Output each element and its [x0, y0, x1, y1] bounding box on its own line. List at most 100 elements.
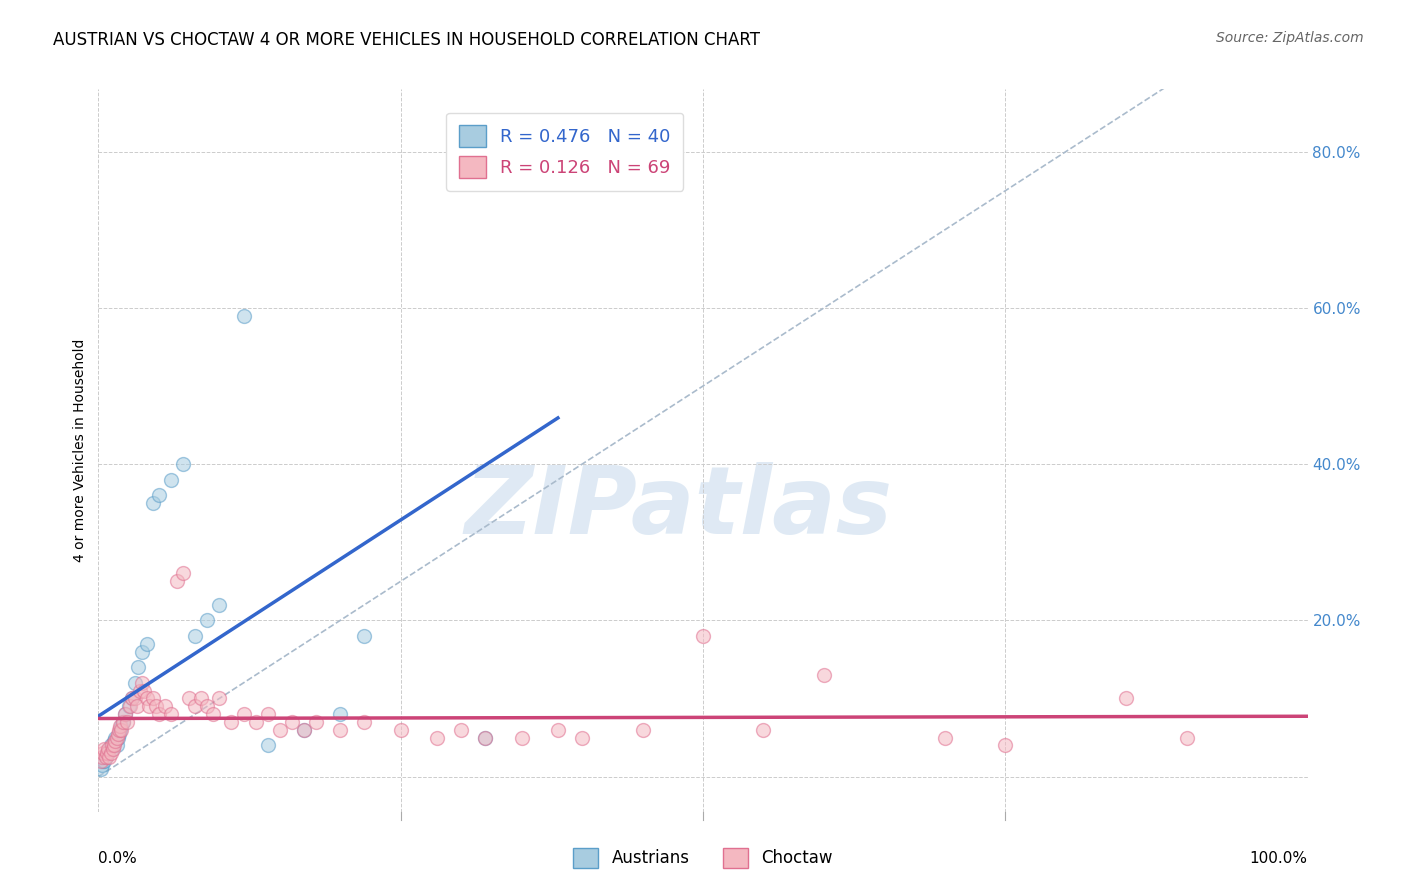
Point [107, 726, 129, 740]
Legend: Austrians, Choctaw: Austrians, Choctaw [567, 841, 839, 875]
Point [97, 746, 120, 760]
Point [426, 731, 449, 745]
Point [131, 676, 153, 690]
Point [142, 691, 165, 706]
Point [329, 707, 352, 722]
Point [221, 714, 243, 729]
Point [131, 644, 153, 658]
Point [134, 683, 156, 698]
Point [108, 723, 131, 737]
Point [117, 714, 139, 729]
Point [135, 691, 157, 706]
Text: 0.0%: 0.0% [98, 852, 138, 866]
Point [91, 754, 114, 768]
Point [111, 714, 134, 729]
Text: ZIPatlas: ZIPatlas [465, 462, 893, 554]
Point [195, 699, 218, 714]
Point [93, 754, 115, 768]
Point [329, 723, 352, 737]
Point [160, 707, 183, 722]
Point [148, 488, 170, 502]
Point [110, 719, 132, 733]
Point [121, 691, 143, 706]
Point [138, 699, 160, 714]
Point [108, 723, 131, 737]
Point [208, 691, 231, 706]
Point [1175, 731, 1198, 745]
Point [100, 739, 122, 753]
Point [103, 734, 125, 748]
Point [256, 739, 278, 753]
Point [547, 723, 569, 737]
Point [121, 691, 143, 706]
Point [127, 660, 149, 674]
Point [166, 574, 188, 589]
Point [305, 714, 328, 729]
Point [292, 723, 315, 737]
Point [510, 731, 533, 745]
Point [128, 683, 150, 698]
Point [256, 707, 278, 722]
Point [101, 742, 124, 756]
Point [1115, 691, 1137, 706]
Point [994, 739, 1017, 753]
Point [114, 707, 136, 722]
Point [127, 699, 149, 714]
Point [91, 757, 114, 772]
Point [93, 742, 115, 756]
Point [450, 723, 472, 737]
Point [184, 629, 207, 643]
Point [110, 723, 132, 737]
Point [269, 723, 291, 737]
Point [160, 473, 183, 487]
Point [153, 699, 176, 714]
Point [752, 723, 775, 737]
Point [172, 457, 194, 471]
Point [98, 750, 121, 764]
Point [100, 739, 122, 753]
Point [145, 699, 167, 714]
Point [108, 726, 131, 740]
Point [172, 566, 194, 581]
Point [105, 739, 128, 753]
Point [114, 707, 136, 722]
Legend: R = 0.476   N = 40, R = 0.126   N = 69: R = 0.476 N = 40, R = 0.126 N = 69 [446, 112, 683, 191]
Point [631, 723, 654, 737]
Point [96, 746, 118, 760]
Point [813, 668, 835, 682]
Point [90, 754, 112, 768]
Point [142, 496, 165, 510]
Point [94, 750, 117, 764]
Point [474, 731, 496, 745]
Point [124, 691, 146, 706]
Point [105, 731, 128, 745]
Point [91, 750, 114, 764]
Point [353, 629, 375, 643]
Point [934, 731, 956, 745]
Point [179, 691, 201, 706]
Point [692, 629, 714, 643]
Point [184, 699, 207, 714]
Point [232, 707, 254, 722]
Point [100, 742, 122, 756]
Point [91, 746, 114, 760]
Point [450, 136, 472, 151]
Point [190, 691, 212, 706]
Point [104, 731, 127, 745]
Point [195, 613, 218, 627]
Text: AUSTRIAN VS CHOCTAW 4 OR MORE VEHICLES IN HOUSEHOLD CORRELATION CHART: AUSTRIAN VS CHOCTAW 4 OR MORE VEHICLES I… [53, 31, 761, 49]
Point [104, 734, 127, 748]
Point [118, 699, 141, 714]
Point [208, 598, 231, 612]
Point [98, 742, 121, 756]
Y-axis label: 4 or more Vehicles in Household: 4 or more Vehicles in Household [73, 339, 87, 562]
Point [111, 714, 134, 729]
Point [353, 714, 375, 729]
Point [103, 739, 125, 753]
Point [202, 707, 225, 722]
Point [118, 699, 141, 714]
Point [124, 676, 146, 690]
Point [107, 731, 129, 745]
Point [94, 750, 117, 764]
Point [232, 309, 254, 323]
